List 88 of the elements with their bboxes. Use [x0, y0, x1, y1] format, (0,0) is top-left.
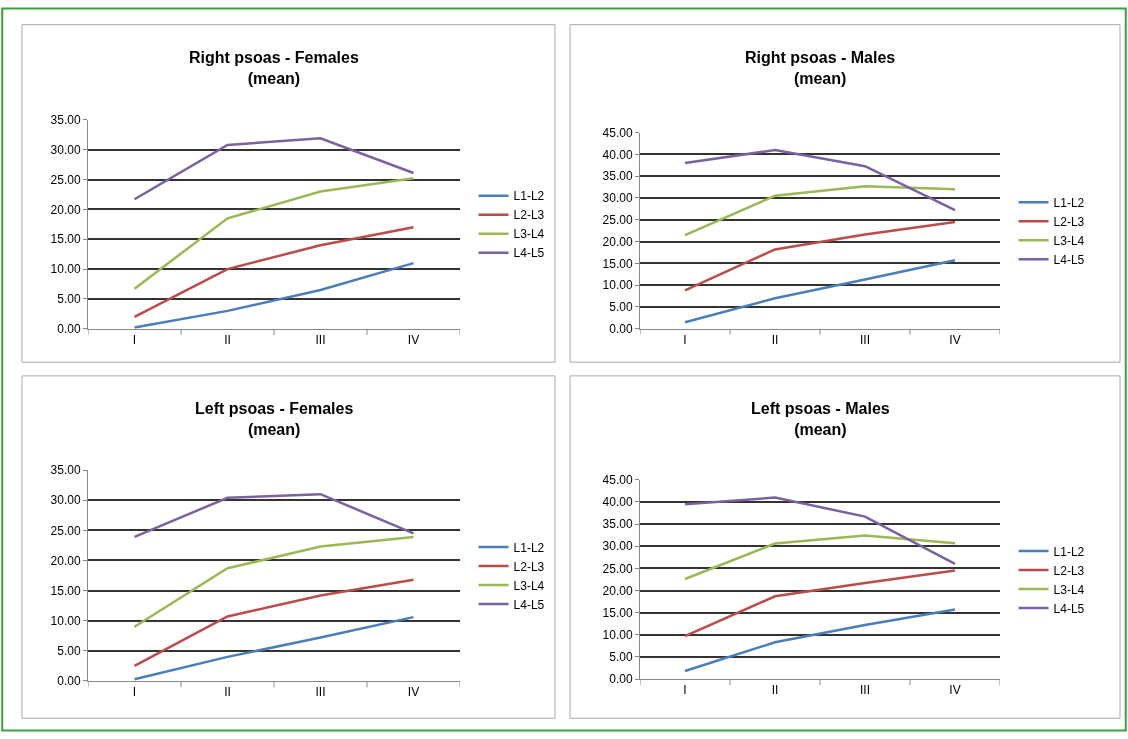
chart-title: Right psoas - Females (mean): [189, 49, 359, 87]
legend-label: L4-L5: [1053, 252, 1085, 267]
legend-label: L1-L2: [1053, 195, 1085, 210]
x-tick-label: III: [315, 333, 326, 348]
legend-label: L4-L5: [513, 246, 545, 261]
y-tick-label: 30.00: [602, 191, 633, 206]
y-tick-label: 45.00: [602, 125, 633, 140]
y-tick-label: 15.00: [50, 232, 81, 247]
x-tick-label: II: [224, 685, 231, 700]
chart-title: Right psoas - Males (mean): [745, 49, 896, 87]
y-tick-label: 20.00: [50, 553, 81, 568]
legend-label: L4-L5: [1053, 601, 1085, 616]
y-tick-label: 5.00: [609, 650, 633, 665]
legend-label: L2-L3: [513, 559, 545, 574]
x-tick-label: I: [132, 333, 137, 348]
y-tick-label: 5.00: [609, 300, 633, 315]
line-series: [133, 615, 415, 681]
chart-title: Left psoas - Females (mean): [195, 400, 354, 438]
x-tick-label: IV: [949, 683, 961, 698]
legend-label: L3-L4: [513, 227, 545, 242]
y-tick-label: 15.00: [50, 583, 81, 598]
y-tick-label: 15.00: [602, 256, 633, 271]
line-series: [683, 184, 957, 237]
x-tick-label: III: [315, 685, 326, 700]
x-tick-label: IV: [949, 333, 961, 348]
y-tick-label: 10.00: [50, 613, 81, 628]
x-tick-label: I: [132, 685, 137, 700]
y-tick-label: 10.00: [602, 278, 633, 293]
line-series: [683, 259, 957, 324]
line-series: [133, 535, 415, 628]
y-tick-label: 35.00: [50, 113, 81, 128]
y-tick-label: 0.00: [57, 321, 81, 336]
line-series: [683, 496, 957, 566]
line-series: [683, 148, 957, 212]
x-tick-label: II: [771, 333, 779, 348]
x-tick-label: I: [683, 683, 687, 698]
y-tick-label: 25.00: [602, 212, 633, 227]
y-tick-label: 20.00: [50, 202, 81, 217]
y-tick-label: 25.00: [50, 523, 81, 538]
y-tick-label: 5.00: [57, 644, 81, 659]
x-tick-label: IV: [407, 685, 420, 700]
y-tick-label: 35.00: [602, 169, 633, 184]
y-tick-label: 0.00: [57, 674, 81, 689]
line-series: [133, 492, 415, 539]
y-tick-label: 10.00: [602, 627, 633, 642]
y-tick-label: 30.00: [50, 142, 81, 157]
legend-label: L2-L3: [1053, 214, 1085, 229]
y-tick-label: 25.00: [602, 561, 633, 576]
line-series: [133, 578, 415, 668]
line-series: [683, 608, 957, 673]
y-tick-label: 45.00: [602, 473, 633, 488]
x-tick-label: III: [859, 333, 871, 348]
y-tick-label: 25.00: [50, 172, 81, 187]
x-tick-label: III: [859, 683, 871, 698]
line-series: [133, 137, 415, 201]
legend-label: L4-L5: [513, 597, 545, 612]
line-series: [683, 534, 957, 581]
legend-label: L3-L4: [1053, 233, 1085, 248]
y-tick-label: 15.00: [602, 605, 633, 620]
line-series: [133, 177, 415, 291]
y-tick-label: 40.00: [602, 495, 633, 510]
y-tick-label: 35.00: [602, 517, 633, 532]
x-tick-label: II: [224, 333, 231, 348]
y-tick-label: 35.00: [50, 463, 81, 478]
line-series: [133, 261, 415, 329]
legend-label: L1-L2: [1053, 544, 1085, 559]
line-series: [683, 220, 957, 292]
y-tick-label: 0.00: [609, 672, 633, 687]
chart-title: Left psoas - Males (mean): [751, 400, 890, 438]
legend-label: L2-L3: [1053, 563, 1085, 578]
legend-label: L1-L2: [513, 540, 545, 555]
legend-label: L3-L4: [513, 578, 545, 593]
y-tick-label: 20.00: [602, 583, 633, 598]
y-tick-label: 10.00: [50, 262, 81, 277]
legend-label: L2-L3: [513, 208, 545, 223]
y-tick-label: 0.00: [609, 321, 633, 336]
y-tick-label: 5.00: [57, 292, 81, 307]
x-tick-label: I: [683, 333, 687, 348]
line-series: [683, 569, 957, 638]
line-series: [133, 226, 415, 319]
x-tick-label: II: [771, 683, 779, 698]
y-tick-label: 30.00: [50, 493, 81, 508]
x-tick-label: IV: [407, 333, 420, 348]
y-tick-label: 20.00: [602, 234, 633, 249]
legend-label: L3-L4: [1053, 582, 1085, 597]
y-tick-label: 40.00: [602, 147, 633, 162]
legend-label: L1-L2: [513, 189, 545, 204]
y-tick-label: 30.00: [602, 539, 633, 554]
